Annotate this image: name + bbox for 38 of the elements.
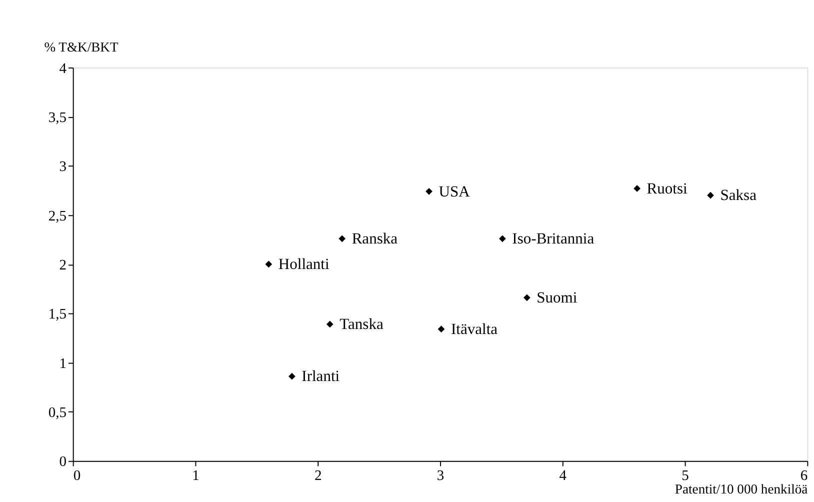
series-label: Irlanti <box>302 368 340 386</box>
x-tick-label: 0 <box>73 468 81 484</box>
point <box>438 326 445 333</box>
series-label: Itävalta <box>450 320 498 338</box>
series-label: Hollanti <box>278 256 330 274</box>
y-tick-label: 0,5 <box>48 405 67 422</box>
point <box>288 372 296 380</box>
series-label: Saksa <box>720 187 757 204</box>
series-label: Ranska <box>352 230 398 248</box>
series-label: Ruotsi <box>646 180 688 198</box>
point <box>707 192 714 199</box>
x-tick-label: 4 <box>559 468 568 484</box>
y-tick-label: 1,5 <box>48 306 67 323</box>
y-tick-label: 1 <box>59 356 67 372</box>
y-tick-label: 0 <box>59 454 67 470</box>
point <box>265 260 272 268</box>
y-axis-title: % T&K/BKT <box>44 39 119 54</box>
x-tick-label: 2 <box>314 468 322 484</box>
x-axis-title: Patentit/10 000 henkilöä <box>674 481 808 496</box>
point <box>634 185 641 192</box>
series-label: Suomi <box>536 289 578 306</box>
series-label: Iso-Britannia <box>512 230 594 248</box>
y-tick-label: 3 <box>59 159 67 176</box>
point <box>426 188 432 195</box>
point <box>499 235 506 242</box>
series-label: Tanska <box>340 316 384 334</box>
x-tick-label: 5 <box>682 468 689 484</box>
point <box>523 294 530 302</box>
point <box>326 320 334 328</box>
y-tick-label: 4 <box>59 60 68 77</box>
x-tick-label: 3 <box>436 468 444 484</box>
y-tick-label: 2 <box>59 258 67 274</box>
y-tick-label: 3,5 <box>48 110 67 126</box>
series-label: USA <box>438 183 471 200</box>
point <box>338 235 346 242</box>
x-tick-label: 1 <box>192 468 200 484</box>
y-tick-label: 2,5 <box>48 208 67 224</box>
x-tick-label: 6 <box>800 468 808 484</box>
